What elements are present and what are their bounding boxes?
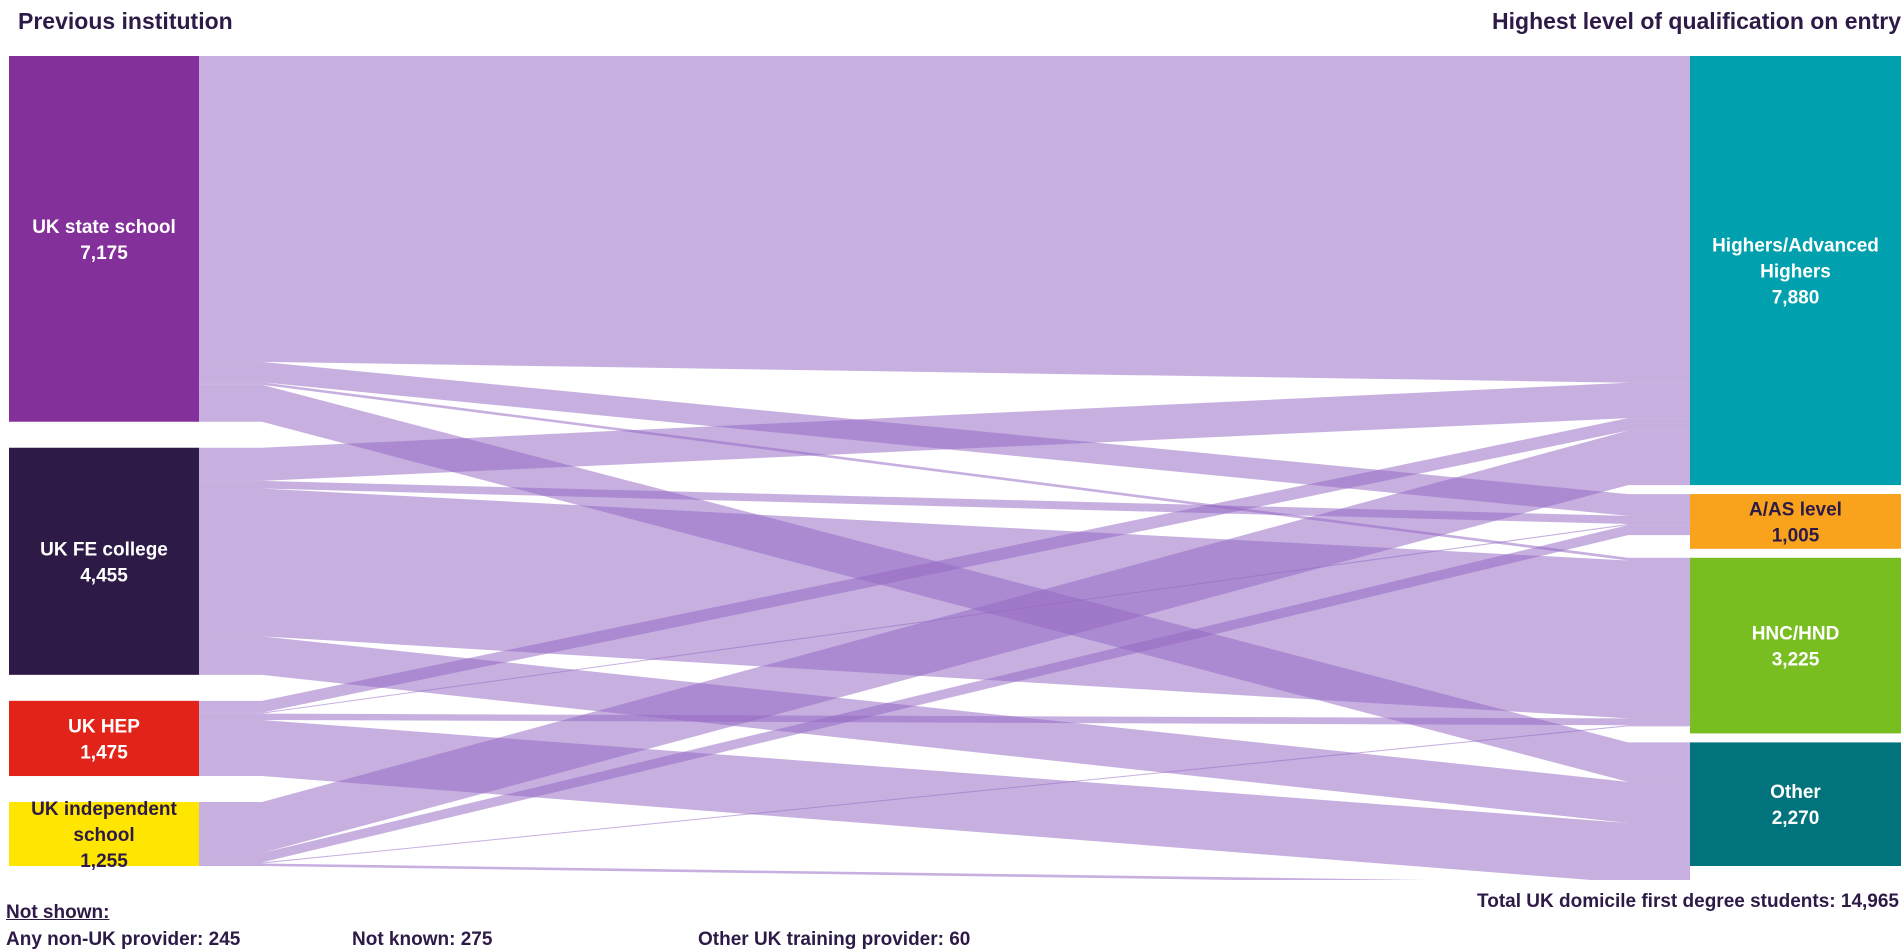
flow-link-fe-to-higher [199, 382, 1690, 481]
flow-link-fe-to-alevel [199, 480, 1690, 525]
source-node-label: UK state school 7,175 [32, 217, 176, 264]
not-shown-item: Not known: 275 [352, 929, 493, 950]
target-node-label-line: 1,005 [1772, 525, 1820, 546]
total-students: Total UK domicile first degree students:… [1477, 891, 1899, 912]
not-shown-title: Not shown: [6, 902, 110, 923]
left-column-title: Previous institution [18, 8, 233, 34]
source-node-label-line: 1,475 [80, 742, 128, 763]
not-shown-item: Any non-UK provider: 245 [6, 929, 241, 950]
target-node-label-line: Highers [1760, 262, 1831, 283]
flow-link-state-to-higher [199, 56, 1690, 383]
target-node-alevel [1690, 494, 1901, 549]
flow-link-indep-to-higher [199, 430, 1690, 854]
source-node-label-line: 1,255 [80, 851, 128, 872]
target-node-label: HNC/HND 3,225 [1752, 624, 1840, 671]
source-node-label: UK FE college 4,455 [40, 539, 168, 586]
target-node-label: A/AS level 1,005 [1749, 499, 1842, 546]
source-node-indep [9, 802, 199, 866]
flow-link-state-to-hnc [199, 382, 1690, 561]
target-node-label-line: 7,880 [1772, 288, 1820, 309]
flow-link-indep-to-alevel [199, 525, 1690, 863]
target-node-hnc [1690, 557, 1901, 734]
target-node-label: Other 2,270 [1770, 782, 1821, 829]
target-node-label-line: HNC/HND [1752, 624, 1840, 645]
flow-link-indep-to-hnc [199, 725, 1690, 864]
source-node-label: UK independent school 1,255 [31, 799, 177, 872]
flow-links [199, 56, 1690, 880]
source-node-hep [9, 700, 199, 777]
source-node-label-line: UK independent [31, 799, 177, 820]
source-node-label-line: UK HEP [68, 716, 140, 737]
source-node-label-line: UK FE college [40, 539, 168, 560]
target-node-label-line: Highers/Advanced [1712, 236, 1879, 257]
target-node-other [1690, 742, 1901, 866]
flow-link-hep-to-higher [199, 418, 1690, 713]
target-node-higher [1690, 56, 1901, 486]
target-node-label-line: A/AS level [1749, 499, 1842, 520]
right-column-title: Highest level of qualification on entry [1492, 8, 1901, 34]
source-node-label-line: school [73, 825, 134, 846]
flow-link-hep-to-hnc [199, 713, 1690, 726]
target-node-label: Highers/Advanced Highers 7,880 [1712, 236, 1879, 309]
source-node-label-line: 7,175 [80, 243, 128, 264]
source-node-fe [9, 447, 199, 675]
source-node-label-line: 4,455 [80, 565, 128, 586]
not-shown-item: Other UK training provider: 60 [698, 929, 971, 950]
source-node-state [9, 56, 199, 422]
target-node-label-line: 2,270 [1772, 808, 1820, 829]
flow-link-fe-to-other [199, 636, 1690, 823]
target-node-label-line: Other [1770, 782, 1821, 803]
source-node-label: UK HEP 1,475 [68, 716, 140, 763]
source-node-label-line: UK state school [32, 217, 176, 238]
target-node-label-line: 3,225 [1772, 650, 1820, 671]
flow-link-indep-to-other [199, 863, 1426, 880]
